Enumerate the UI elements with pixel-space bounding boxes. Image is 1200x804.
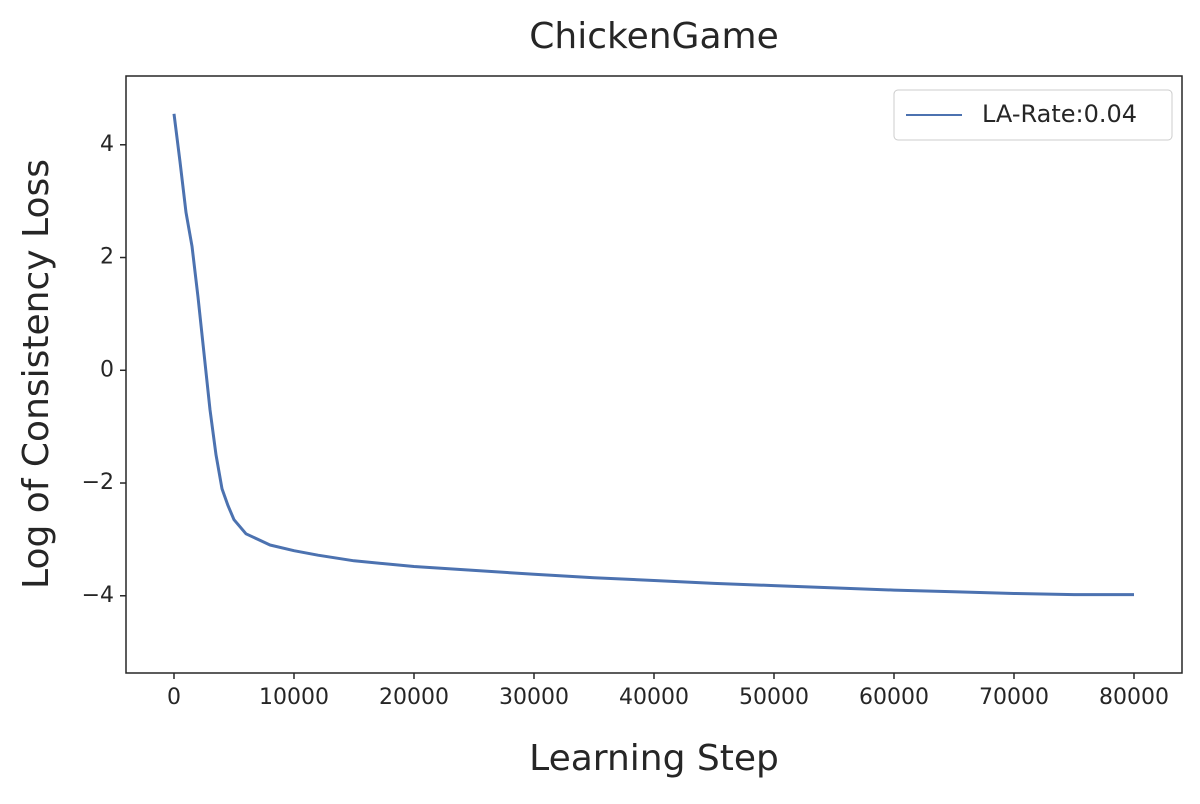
plot-frame	[125, 75, 1183, 674]
legend-box	[893, 89, 1173, 141]
y-tick-label: 2	[100, 245, 114, 270]
legend-label: LA-Rate:0.04	[982, 100, 1137, 128]
y-tick-label: 4	[100, 132, 114, 157]
y-axis-label: Log of Consistency Loss	[16, 159, 57, 589]
y-tick-label: −2	[82, 470, 114, 495]
x-tick-label: 40000	[619, 685, 689, 710]
x-tick-label: 20000	[379, 685, 449, 710]
x-tick-label: 0	[167, 685, 181, 710]
x-tick-label: 60000	[859, 685, 929, 710]
x-tick-label: 10000	[259, 685, 329, 710]
y-tick-label: −4	[82, 583, 114, 608]
line-series	[172, 113, 1134, 597]
x-tick-label: 30000	[499, 685, 569, 710]
x-tick-label: 50000	[739, 685, 809, 710]
x-tick-label: 70000	[979, 685, 1049, 710]
x-tick-label: 80000	[1099, 685, 1169, 710]
x-axis-label: Learning Step	[529, 738, 779, 779]
y-tick-label: 0	[100, 357, 114, 382]
chart-title: ChickenGame	[529, 16, 778, 57]
